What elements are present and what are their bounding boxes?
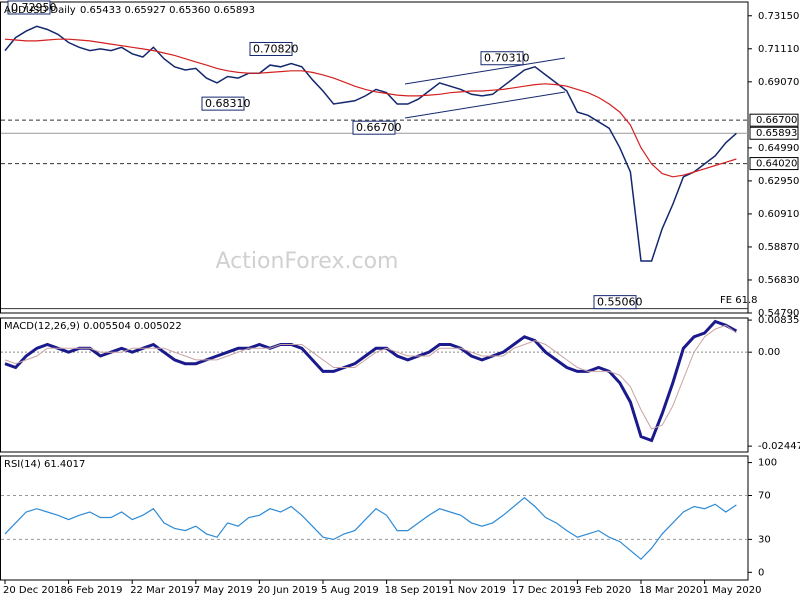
y-tick-label: 70 (758, 491, 771, 502)
watermark: ActionForex.com (216, 249, 399, 274)
ohlc-values: 0.65433 0.65927 0.65360 0.65893 (80, 5, 255, 16)
annotation-label: 0.66700 (356, 121, 402, 134)
y-tick-label: 0.60910 (758, 209, 799, 220)
annotation-box (593, 295, 637, 310)
x-tick-label: 7 May 2019 (194, 585, 253, 596)
x-tick-label: 18 Sep 2019 (385, 585, 448, 596)
y-tick-label: 0.00 (758, 347, 780, 358)
y-tick-label: 0.54790 (758, 308, 799, 319)
panel-frame (0, 1, 749, 314)
y-tick-label: 0.56830 (758, 275, 799, 286)
y-tick-label: 0.71110 (758, 44, 799, 55)
annotation-label: 0.70310 (484, 52, 530, 65)
panel-title: RSI(14) 61.4017 (4, 459, 85, 470)
level-label: 0.64020 (756, 159, 797, 170)
y-tick-label: 30 (758, 534, 771, 545)
series-line (4, 38, 737, 178)
x-tick-label: 1 Nov 2019 (448, 585, 506, 596)
note: FE 61.8 (720, 295, 758, 306)
y-tick-label: 0.62950 (758, 176, 799, 187)
y-tick-label: 100 (758, 458, 777, 469)
channel-line (404, 57, 566, 85)
x-tick-label: 18 Mar 2020 (639, 585, 702, 596)
series-line (4, 496, 737, 561)
y-tick-label: 0.008354 (758, 315, 800, 326)
x-tick-label: 20 Jun 2019 (257, 585, 317, 596)
panel-title: MACD(12,26,9) 0.005504 0.005022 (4, 321, 182, 332)
y-tick-label: -0.02447 (758, 441, 800, 452)
y-tick-label: 0.73150 (758, 11, 799, 22)
y-tick-label: 0.69070 (758, 77, 799, 88)
x-tick-label: 1 May 2020 (703, 585, 762, 596)
annotation-label: 0.68310 (205, 97, 251, 110)
annotation-box (352, 120, 396, 135)
panel-frame (0, 317, 749, 453)
annotation-box (249, 41, 293, 56)
x-tick-label: 3 Feb 2020 (575, 585, 631, 596)
annotation-label: 0.70820 (253, 42, 299, 55)
y-tick-label: 0 (758, 567, 764, 578)
y-tick-label: 0.58870 (758, 242, 799, 253)
level-box (749, 113, 799, 127)
level-label: 0.65893 (756, 128, 797, 139)
annotation-label: 0.72950 (11, 1, 57, 14)
series-line (4, 324, 737, 430)
x-tick-label: 5 Aug 2019 (321, 585, 379, 596)
x-tick-label: 6 Feb 2019 (67, 585, 123, 596)
series-line (4, 25, 737, 262)
annotation-box (201, 96, 245, 111)
y-tick-label: 0.64990 (758, 143, 799, 154)
panel-frame (0, 455, 749, 581)
x-tick-label: 20 Dec 2018 (3, 585, 67, 596)
x-tick-label: 22 Mar 2019 (130, 585, 193, 596)
level-box (749, 126, 799, 140)
channel-line (404, 91, 566, 119)
x-tick-label: 17 Dec 2019 (512, 585, 576, 596)
annotation-box (7, 0, 51, 15)
annotation-box (480, 51, 524, 66)
level-label: 0.66700 (756, 115, 797, 126)
level-box (749, 157, 799, 171)
chart-title: AUDUSD Daily (4, 5, 76, 16)
annotation-label: 0.55060 (597, 296, 643, 309)
